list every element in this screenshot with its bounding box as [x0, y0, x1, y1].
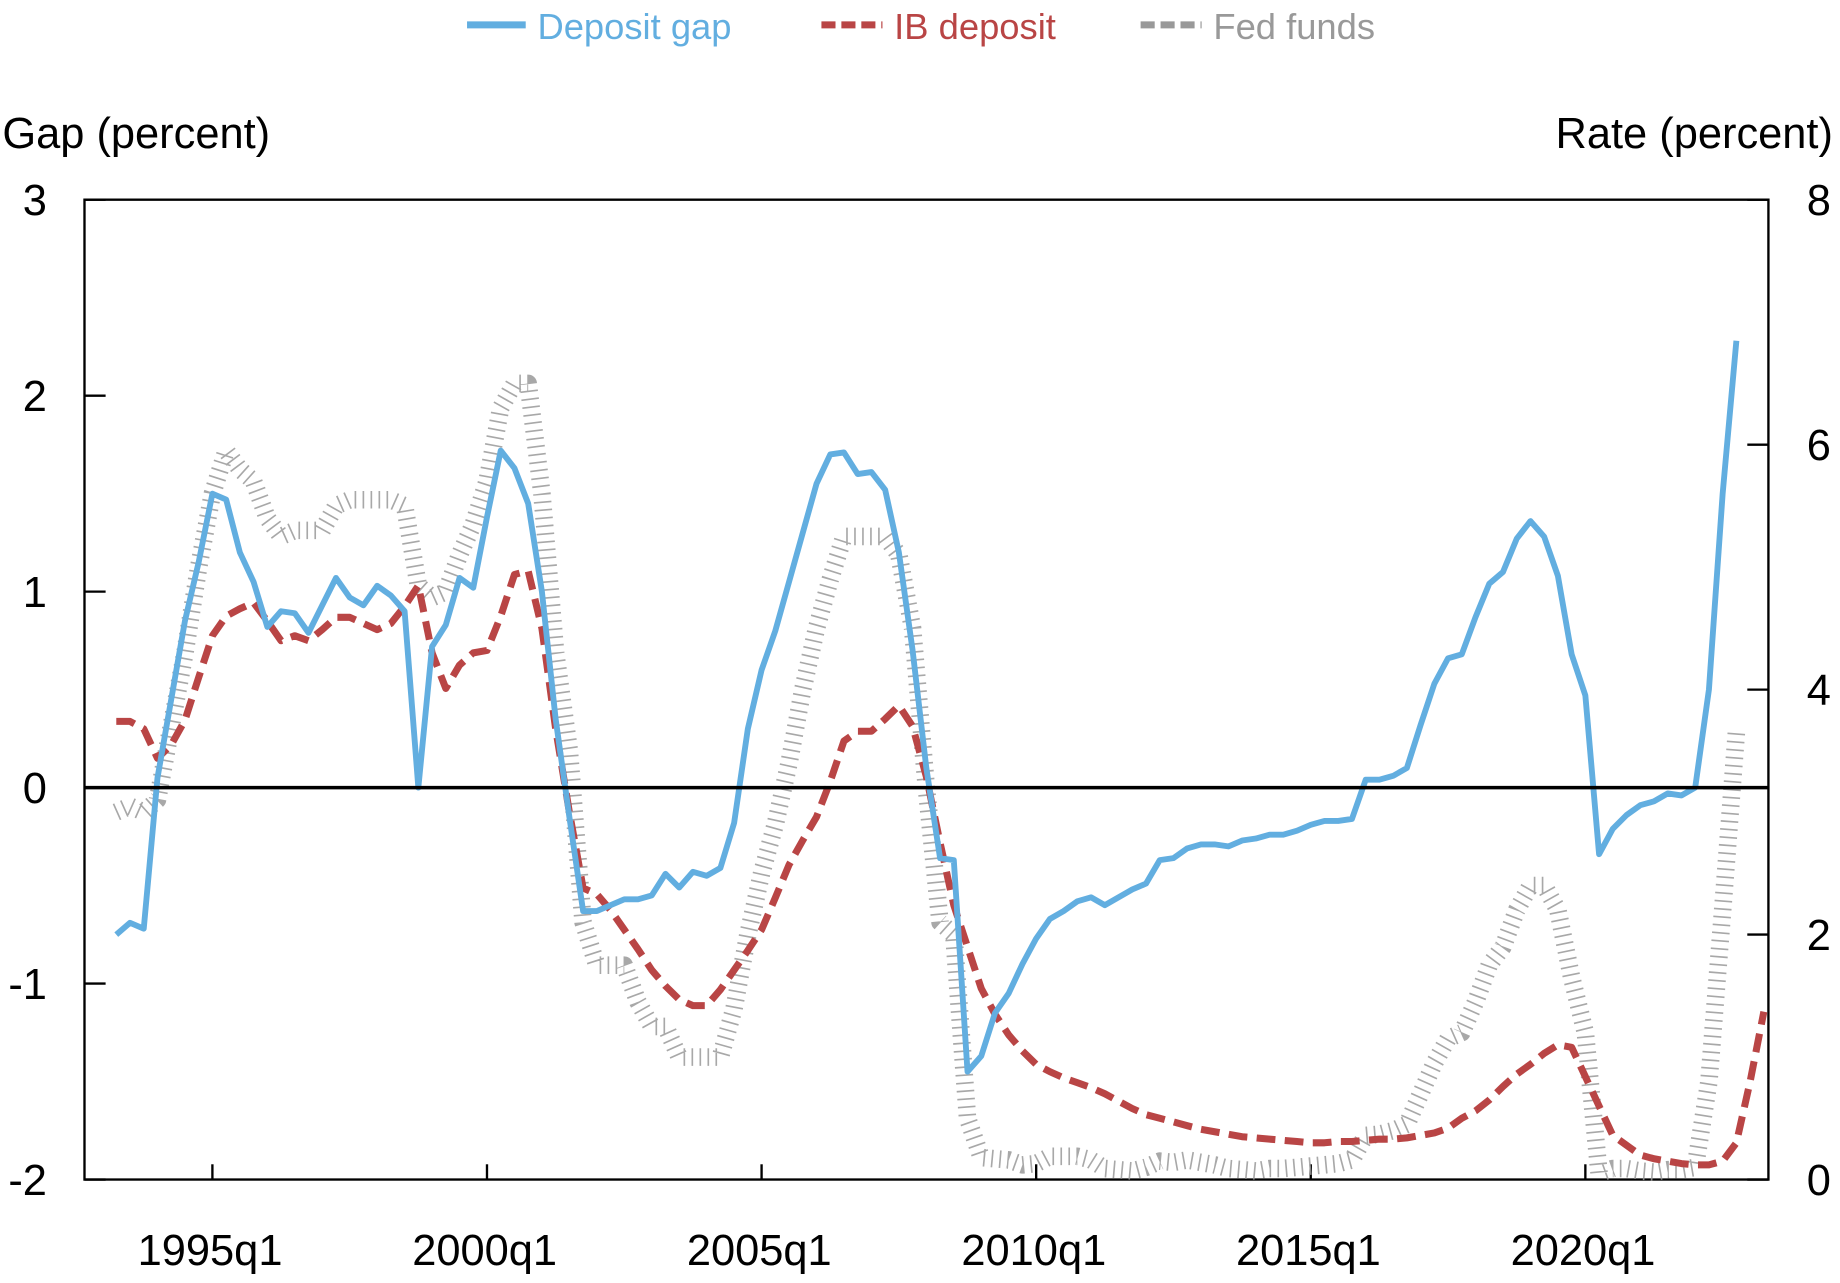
right-axis-tick-label: 8 [1807, 177, 1831, 225]
x-axis-tick-label: 2005q1 [687, 1227, 832, 1275]
plot-frame [83, 198, 1770, 1181]
left-axis-tick-label: -2 [8, 1157, 47, 1205]
right-axis-tick-label: 6 [1807, 422, 1831, 470]
right-axis-title: Rate (percent) [1556, 110, 1833, 158]
right-axis-tick-label: 4 [1807, 667, 1831, 715]
x-axis-tick-label: 2000q1 [412, 1227, 557, 1275]
x-axis-tick-label: 2020q1 [1511, 1227, 1656, 1275]
legend-label-fed-funds: Fed funds [1213, 6, 1375, 47]
series-line-deposit-gap [114, 340, 1740, 1075]
left-axis-tick-label: 1 [23, 569, 47, 617]
left-axis-title: Gap (percent) [2, 110, 270, 158]
left-axis-tick-label: -1 [8, 961, 47, 1009]
x-axis-tick-label: 2010q1 [961, 1227, 1106, 1275]
right-axis-tick-label: 0 [1807, 1157, 1831, 1205]
series-layer [112, 340, 1768, 1183]
legend-label-deposit-gap: Deposit gap [537, 6, 731, 47]
legend-label-ib-deposit: IB deposit [894, 6, 1056, 47]
x-axis-tick-label: 2015q1 [1236, 1227, 1381, 1275]
left-axis-tick-label: 3 [23, 177, 47, 225]
series-line-ib-deposit [116, 567, 1768, 1169]
right-axis-tick-label: 2 [1807, 912, 1831, 960]
legend: Deposit gap IB deposit Fed funds [467, 6, 1375, 47]
axis-ticks: 3 2 1 0 -1 -2 8 6 4 2 0 1995q1 2000q1 2005q1 2010q1 201… [8, 177, 1831, 1275]
x-axis-tick-label: 1995q1 [138, 1227, 283, 1275]
left-axis-tick-label: 0 [23, 765, 47, 813]
left-axis-tick-label: 2 [23, 373, 47, 421]
